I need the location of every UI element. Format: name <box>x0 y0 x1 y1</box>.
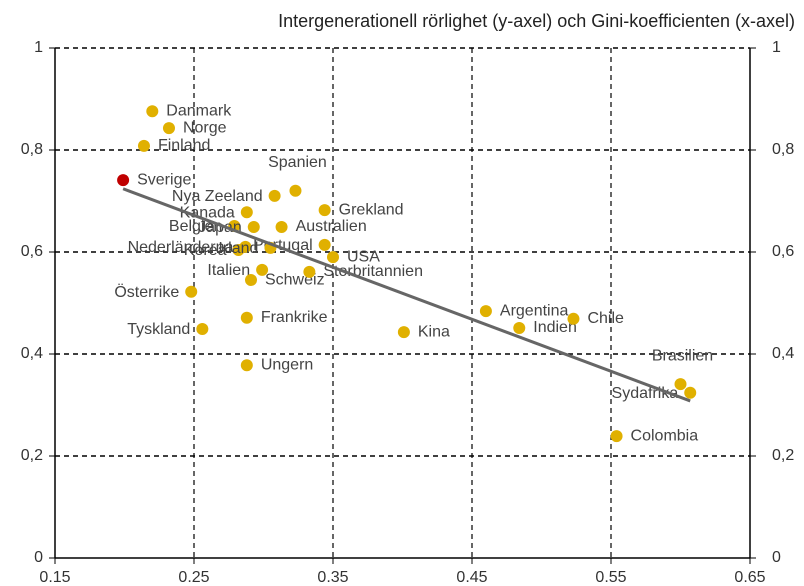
point <box>610 430 623 443</box>
point-label: Korea <box>184 242 227 259</box>
point <box>146 105 159 118</box>
point-label: Australien <box>296 218 367 235</box>
point-label: Colombia <box>631 427 699 444</box>
point <box>240 359 253 372</box>
point <box>674 378 687 391</box>
x-tick-label: 0.25 <box>178 569 209 586</box>
x-tick-label: 0.45 <box>456 569 487 586</box>
point-label: Japan <box>198 219 242 236</box>
y-tick-label: 0,6 <box>21 243 43 260</box>
point-label: Schweiz <box>265 271 325 288</box>
point <box>567 312 580 325</box>
point <box>256 263 269 276</box>
x-tick-label: 0.35 <box>317 569 348 586</box>
chart-title: Intergenerationell rörlighet (y-axel) oc… <box>278 11 795 31</box>
point-label: Kina <box>418 323 450 340</box>
point-label: USA <box>347 248 380 265</box>
point-label: Kanada <box>180 204 235 221</box>
point <box>117 174 130 187</box>
point-label: Storbritannien <box>323 263 423 280</box>
y-tick-label: 0,4 <box>21 345 43 362</box>
point <box>185 285 198 298</box>
point <box>268 189 281 202</box>
point-label: Brasilien <box>652 347 713 364</box>
point <box>397 326 410 339</box>
y2-tick-label: 0 <box>772 549 781 566</box>
point <box>240 311 253 324</box>
y2-tick-label: 0,4 <box>772 345 794 362</box>
y-tick-label: 0 <box>34 549 43 566</box>
point-label: Sverige <box>137 171 191 188</box>
y-tick-label: 0,2 <box>21 447 43 464</box>
point <box>513 321 526 334</box>
point-label: Tyskland <box>127 321 190 338</box>
point <box>327 251 339 264</box>
point <box>684 386 697 399</box>
point-label: Frankrike <box>261 309 328 326</box>
y2-tick-label: 0,8 <box>772 141 794 158</box>
x-tick-label: 0.15 <box>39 569 70 586</box>
point <box>162 122 175 135</box>
y-tick-label: 1 <box>34 39 43 56</box>
point <box>275 221 288 234</box>
point-label: Argentina <box>500 302 569 319</box>
point <box>247 221 260 234</box>
y2-tick-label: 1 <box>772 39 781 56</box>
point <box>303 265 316 278</box>
point <box>289 184 302 197</box>
point-label: Irland <box>218 240 258 257</box>
point <box>318 204 331 217</box>
point <box>137 139 150 152</box>
point-label: Danmark <box>166 102 232 119</box>
point-label: Grekland <box>339 201 404 218</box>
point-label: Nya Zeeland <box>172 188 263 205</box>
point <box>244 274 257 287</box>
point-label: Nederländerna <box>128 239 234 256</box>
x-tick-label: 0.55 <box>595 569 626 586</box>
point-label: Norge <box>183 119 227 136</box>
point <box>479 305 492 318</box>
x-tick-label: 0.65 <box>734 569 765 586</box>
y2-tick-label: 0,6 <box>772 243 794 260</box>
point <box>318 238 331 251</box>
point-label: Indien <box>533 319 577 336</box>
point <box>240 206 253 219</box>
point-label: Chile <box>587 310 624 327</box>
trend-line <box>122 187 691 403</box>
point <box>232 243 245 256</box>
y2-tick-label: 0,2 <box>772 447 794 464</box>
point-label: Finland <box>158 137 210 154</box>
y-tick-label: 0,8 <box>21 141 43 158</box>
point-label: Italien <box>207 262 250 279</box>
point-label: Spanien <box>268 154 327 171</box>
point-label: Österrike <box>114 283 179 301</box>
point-label: Ungern <box>261 356 313 373</box>
point <box>196 323 209 336</box>
